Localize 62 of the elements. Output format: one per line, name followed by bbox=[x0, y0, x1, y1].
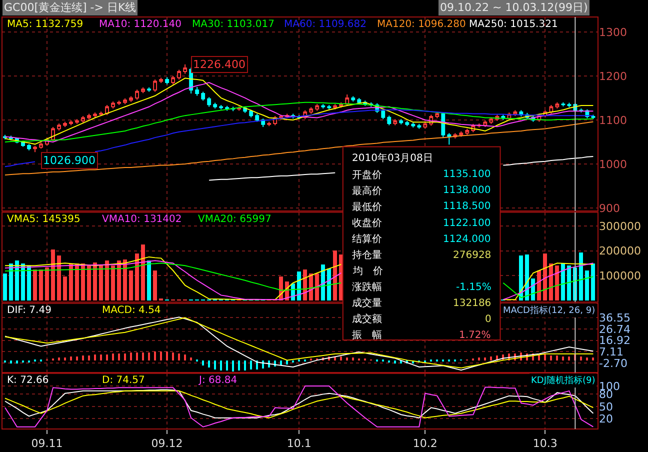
text: MA30: 1103.017 bbox=[192, 19, 274, 30]
text: VMA20: 65997 bbox=[198, 214, 272, 225]
y-tick-label: -2.70 bbox=[599, 356, 628, 370]
annotation: 132186 bbox=[453, 298, 492, 309]
annotation: 持仓量 bbox=[352, 249, 382, 261]
annotation: 开盘价 bbox=[352, 169, 382, 181]
text: MA250: 1015.321 bbox=[469, 19, 558, 30]
y-tick-label: 900 bbox=[599, 202, 620, 215]
y-tick-label: 16.92 bbox=[599, 334, 630, 348]
text: VMA10: 131402 bbox=[102, 214, 182, 225]
y-tick-label: 36.55 bbox=[599, 311, 630, 324]
y-tick-label: 7.11 bbox=[599, 345, 624, 358]
y-tick-label: 1000 bbox=[599, 158, 627, 171]
x-tick-label: 09.12 bbox=[151, 437, 183, 450]
annotation: 1026.900 bbox=[43, 154, 96, 167]
x-tick-label: 10.1 bbox=[286, 437, 312, 450]
annotation: 1138.000 bbox=[443, 185, 491, 196]
annotation: 成交量 bbox=[352, 297, 382, 309]
text: MA10: 1120.140 bbox=[99, 19, 182, 30]
x-tick-label: 10.3 bbox=[532, 437, 558, 450]
text: 09.10.22 ~ 10.03.12(99日) bbox=[440, 1, 588, 14]
annotation: 最高价 bbox=[352, 185, 382, 197]
annotation: 1118.500 bbox=[443, 201, 491, 212]
annotation: KDJ随机指标(9) bbox=[531, 375, 596, 386]
annotation: 1124.000 bbox=[443, 234, 491, 245]
text: VMA5: 145395 bbox=[7, 214, 80, 225]
series-label: K: 72.66 bbox=[7, 375, 49, 386]
chart-title: GC00[黄金连续] -> 日K线 bbox=[4, 1, 136, 14]
y-tick-label: 200000 bbox=[599, 244, 641, 258]
y-tick-label: 26.74 bbox=[599, 322, 630, 336]
annotation: 0 bbox=[485, 314, 492, 325]
y-tick-label: 100000 bbox=[599, 269, 641, 282]
annotation: -1.15% bbox=[456, 282, 492, 293]
x-tick-label: 10.2 bbox=[412, 437, 438, 450]
text: DIF: 7.49 bbox=[7, 305, 52, 316]
y-tick-label: 300000 bbox=[599, 220, 641, 233]
annotation: 涨跌幅 bbox=[352, 281, 382, 293]
annotation: 成交额 bbox=[352, 313, 382, 325]
annotation: 2010年03月08日 bbox=[352, 152, 433, 164]
series-label: D: 74.57 bbox=[102, 375, 145, 386]
y-tick-label: 1300 bbox=[599, 26, 627, 39]
annotation: 1122.100 bbox=[443, 218, 491, 229]
y-tick-label: 50 bbox=[599, 400, 613, 414]
annotation: 收盘价 bbox=[352, 217, 382, 229]
series-label: MACD: 4.54 bbox=[102, 305, 161, 316]
annotation: 276928 bbox=[453, 250, 492, 261]
annotation: 振 幅 bbox=[352, 329, 382, 341]
text: MA5: 1132.759 bbox=[7, 19, 84, 30]
annotation: 最低价 bbox=[352, 201, 382, 213]
annotation: MACD指标(12, 26, 9) bbox=[503, 305, 596, 316]
annotation: 1135.100 bbox=[443, 169, 491, 180]
annotation: 均 价 bbox=[352, 265, 383, 277]
text: MA60: 1109.682 bbox=[284, 19, 366, 30]
x-tick-label: 09.11 bbox=[31, 437, 63, 450]
annotation: 1226.400 bbox=[193, 58, 246, 71]
text: MA120: 1096.280 bbox=[377, 19, 466, 30]
annotation: 1.72% bbox=[459, 330, 491, 341]
y-tick-label: 1100 bbox=[599, 114, 627, 127]
series-label: J: 68.84 bbox=[198, 375, 238, 386]
y-tick-label: 20 bbox=[599, 412, 613, 426]
y-tick-label: 1200 bbox=[599, 70, 627, 83]
annotation: 结算价 bbox=[352, 233, 382, 245]
